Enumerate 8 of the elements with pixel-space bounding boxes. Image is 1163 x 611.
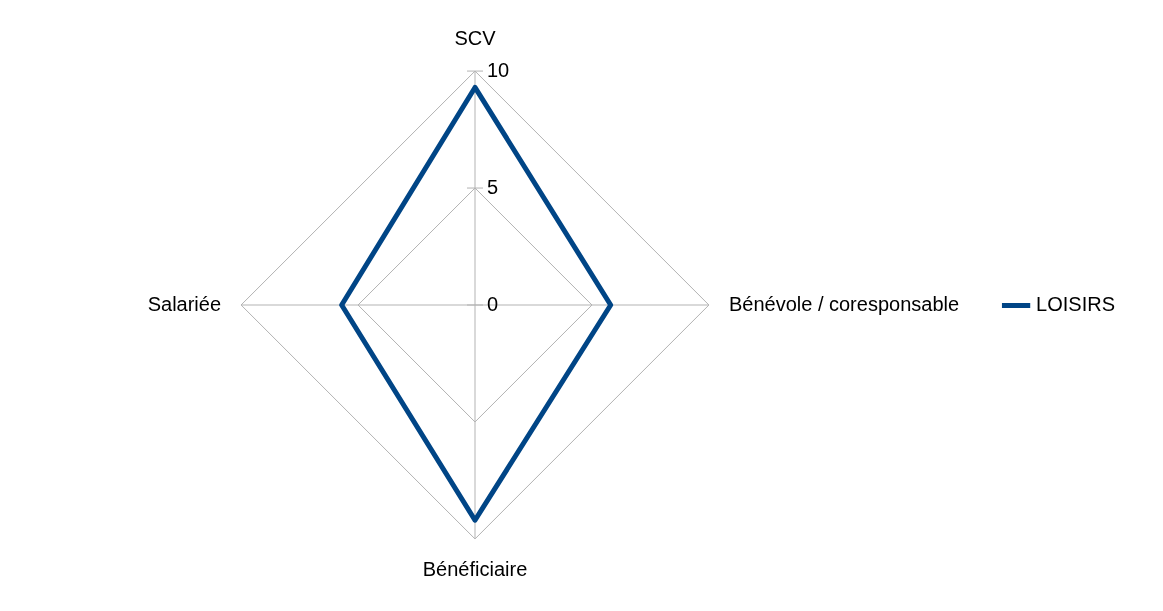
spoke-label: Salariée bbox=[147, 292, 222, 315]
y-tick-label: 5 bbox=[487, 175, 499, 198]
y-tick-label: 0 bbox=[487, 292, 499, 315]
spoke-label: Bénéficiaire bbox=[422, 558, 528, 581]
spoke-label: SCV bbox=[454, 26, 497, 49]
spoke-label: Bénévole / coresponsable bbox=[728, 292, 960, 315]
y-tick-label: 10 bbox=[487, 58, 510, 81]
legend-label: LOISIRS bbox=[1036, 293, 1116, 316]
